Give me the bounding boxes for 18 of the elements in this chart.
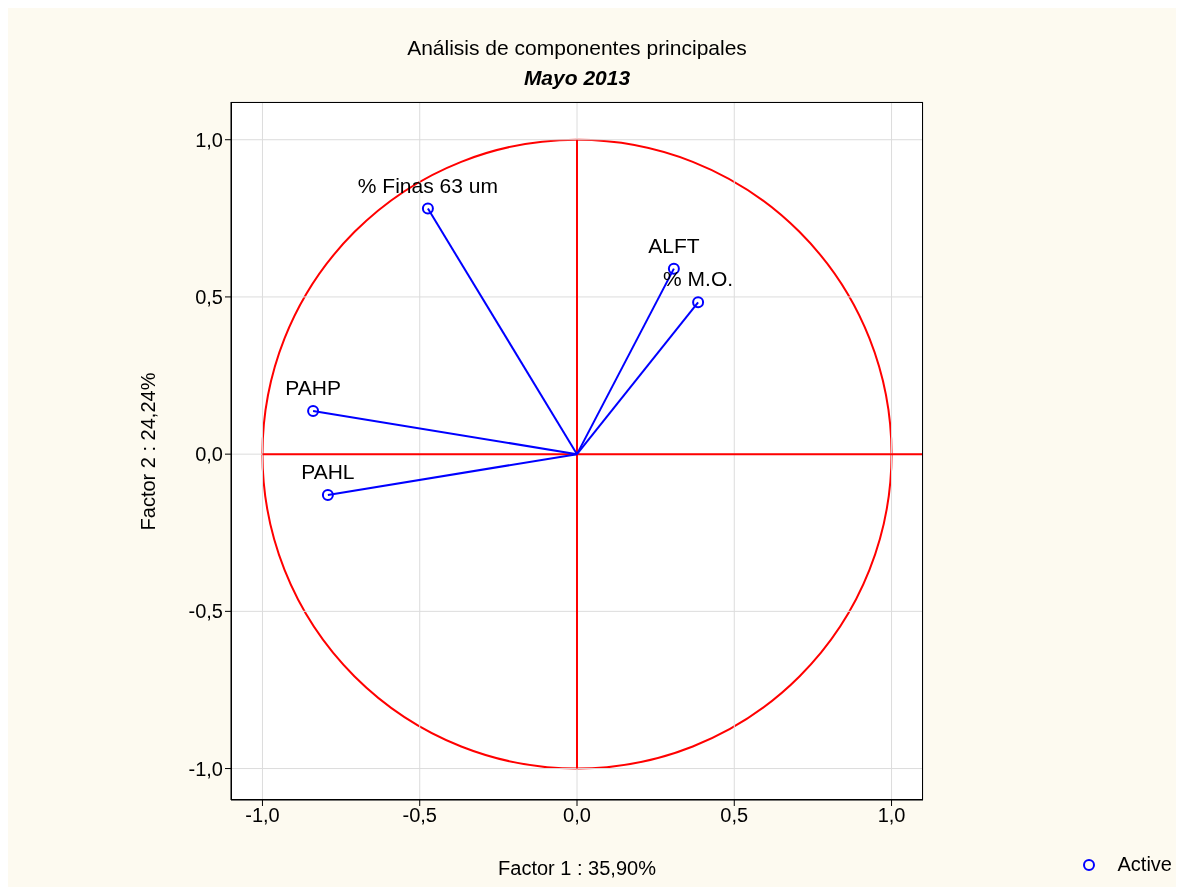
- x-axis-title: Factor 1 : 35,90%: [497, 857, 657, 880]
- x-tick-label: 1,0: [877, 804, 906, 827]
- legend-label: Active: [1117, 853, 1172, 876]
- y-tick-label: 1,0: [195, 128, 223, 151]
- x-tick-label: 0,0: [563, 804, 591, 827]
- y-tick-label: -0,5: [188, 600, 223, 623]
- chart-subtitle: Mayo 2013: [522, 66, 632, 90]
- x-tick-label: -0,5: [402, 804, 437, 827]
- y-tick-label: -1,0: [188, 757, 223, 780]
- x-tick-label: -1,0: [245, 804, 280, 827]
- annotation: ALFT: [648, 233, 700, 257]
- annotation: PAHP: [285, 376, 341, 400]
- annotation: PAHL: [301, 460, 355, 484]
- y-tick-label: 0,5: [195, 286, 223, 309]
- y-axis-title: Factor 2 : 24,24%: [137, 372, 161, 530]
- y-tick-label: 0,0: [195, 443, 223, 466]
- x-tick-label: 0,5: [720, 804, 749, 827]
- chart-title: Análisis de componentes principales: [406, 36, 748, 60]
